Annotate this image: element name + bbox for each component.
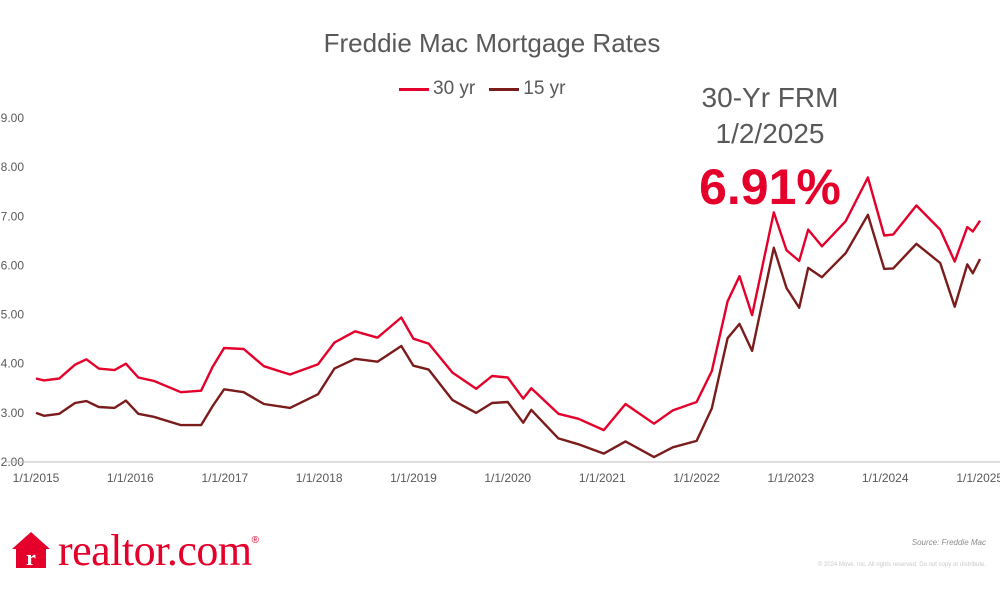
chart-title: Freddie Mac Mortgage Rates (323, 28, 661, 58)
y-axis: 2.003.004.005.006.007.008.009.00 (1, 111, 25, 469)
x-tick-label: 1/1/2018 (296, 471, 343, 485)
x-tick-label: 1/1/2019 (390, 471, 437, 485)
series-line-15yr (35, 213, 982, 459)
legend-swatch-30yr (399, 87, 429, 91)
y-tick-label: 3.00 (1, 406, 25, 420)
y-tick-label: 7.00 (1, 209, 25, 223)
legend-swatch-15yr (489, 87, 520, 91)
x-tick-label: 1/1/2017 (201, 471, 248, 485)
series-layer (35, 176, 982, 459)
x-tick-label: 1/1/2021 (579, 471, 626, 485)
svg-text:r: r (26, 545, 36, 570)
y-tick-label: 5.00 (1, 308, 25, 322)
brand-name: realtor.com (58, 525, 252, 575)
x-tick-label: 1/1/2020 (484, 471, 531, 485)
x-axis: 1/1/2015 1/1/2016 1/1/2017 1/1/2018 1/1/2019… (6, 461, 1000, 485)
legend-item-15yr: 15 yr (489, 78, 566, 100)
legend-item-30yr: 30 yr (399, 78, 475, 100)
brand-registered-mark: ® (251, 535, 260, 546)
x-tick-label: 1/1/2015 (13, 471, 60, 485)
brand-logo: r realtor.com ® (10, 525, 259, 575)
source-note: Source: Freddie Mac (911, 538, 986, 547)
y-tick-label: 9.00 (1, 111, 25, 125)
y-tick-label: 6.00 (1, 258, 25, 272)
y-tick-label: 8.00 (1, 160, 25, 174)
x-tick-label: 1/1/2022 (673, 471, 720, 485)
x-tick-label: 1/1/2024 (862, 471, 909, 485)
x-tick-label: 1/1/2023 (768, 471, 815, 485)
callout-title-line-2: 1/2/2025 (715, 118, 825, 149)
y-tick-label: 4.00 (1, 357, 25, 371)
x-tick-label: 1/1/2025 (956, 471, 1000, 485)
house-icon: r (12, 532, 50, 570)
x-tick-label: 1/1/2016 (107, 471, 154, 485)
callout-title-line-1: 30-Yr FRM (701, 82, 839, 113)
copyright-note: © 2024 Move, Inc. All rights reserved. D… (817, 562, 986, 568)
legend-label-30yr: 30 yr (433, 78, 476, 99)
chart-legend: 30 yr 15 yr (399, 78, 580, 100)
legend-label-15yr: 15 yr (523, 78, 566, 99)
callout-value: 6.91% (699, 159, 841, 215)
callout-title: 30-Yr FRM 1/2/2025 (640, 80, 900, 152)
series-line-30yr (35, 176, 981, 432)
